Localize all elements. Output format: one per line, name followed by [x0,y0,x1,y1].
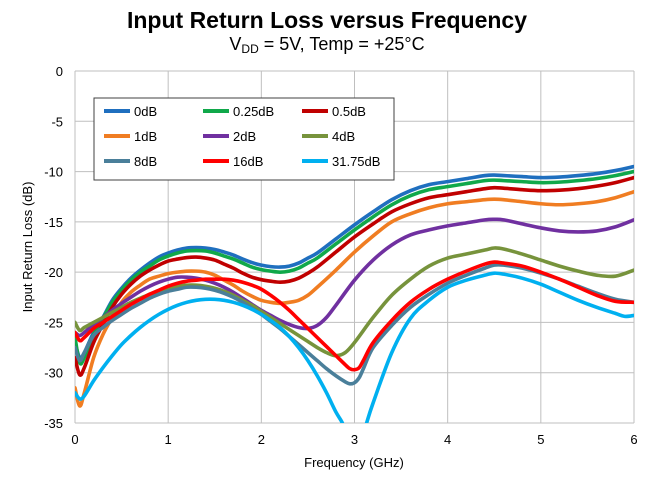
y-tick-label: -20 [44,265,63,280]
legend-entry: 0dB [104,104,157,119]
legend-label: 0.5dB [332,104,366,119]
legend-label: 16dB [233,154,263,169]
series-line-0.25dB [75,169,634,366]
legend-entry: 2dB [203,129,256,144]
legend-box [93,97,395,181]
subtitle-prefix: V [229,34,242,54]
series-lines [75,164,634,423]
series-line-31.75dB [75,271,634,423]
x-tick-label: 0 [71,432,78,447]
subtitle-suffix: = 5V, Temp = +25°C [258,34,425,54]
legend-label: 4dB [332,129,355,144]
x-tick-label: 4 [444,432,451,447]
y-tick-label: -25 [44,315,63,330]
legend-label: 1dB [134,129,157,144]
series-line-8dB [75,262,634,386]
legend-entry: 8dB [104,154,157,169]
y-tick-label: -35 [44,416,63,431]
legend-label: 8dB [134,154,157,169]
legend-label: 2dB [233,129,256,144]
series-line-0.5dB [75,175,634,377]
x-tick-label: 1 [165,432,172,447]
legend-entry: 1dB [104,129,157,144]
chart-subtitle: VDD = 5V, Temp = +25°C [0,33,654,55]
x-tick-label: 3 [351,432,358,447]
legend-label: 0dB [134,104,157,119]
chart-title: Input Return Loss versus Frequency [126,7,528,33]
legend-entry: 4dB [302,129,355,144]
legend-entry: 31.75dB [302,154,380,169]
legend-entry: 0.25dB [203,104,274,119]
y-tick-label: -30 [44,366,63,381]
y-tick-label: 0 [56,64,63,79]
legend-entry: 16dB [203,154,263,169]
axis-ticks: 0 -5 -10 -15 -20 -25 -30 -35 0 1 2 3 4 5 6 [44,64,637,447]
x-tick-label: 6 [630,432,637,447]
series-line-2dB [75,217,634,338]
x-axis-title: Frequency (GHz) [304,455,404,470]
legend-label: 0.25dB [233,104,274,119]
series-line-1dB [75,189,634,408]
series-line-16dB [75,260,634,372]
legend: 0dB 0.25dB 0.5dB 1dB 2dB 4dB 8dB 16dB 31.75dB [93,97,395,181]
y-tick-label: -5 [51,114,63,129]
legend-label: 31.75dB [332,154,380,169]
legend-entry: 0.5dB [302,104,366,119]
x-tick-label: 2 [258,432,265,447]
subtitle-subscript: DD [241,42,259,56]
y-tick-label: -15 [44,215,63,230]
x-tick-label: 5 [537,432,544,447]
y-tick-label: -10 [44,165,63,180]
y-axis-title: Input Return Loss (dB) [20,182,35,313]
